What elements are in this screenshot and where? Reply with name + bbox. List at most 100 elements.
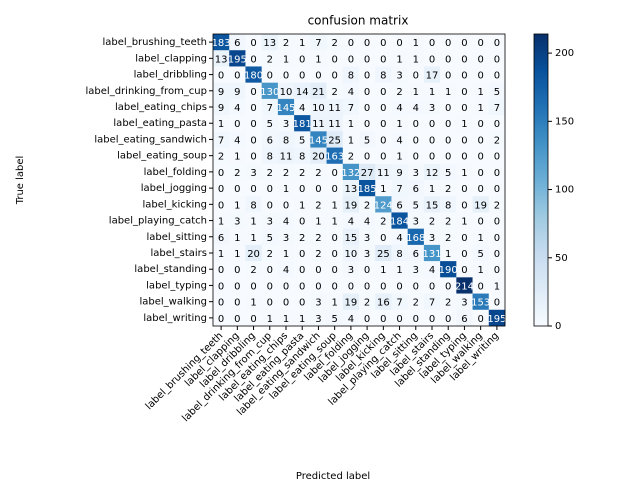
cell-value: 0 bbox=[396, 281, 402, 292]
cell-value: 0 bbox=[380, 119, 386, 130]
cell-value: 190 bbox=[439, 265, 458, 276]
heatmap-cell bbox=[440, 212, 457, 229]
cell-value: 0 bbox=[461, 200, 467, 211]
cell-value: 1 bbox=[315, 54, 321, 65]
heatmap-cell bbox=[326, 115, 344, 132]
heatmap-cell bbox=[488, 34, 506, 51]
cell-value: 10 bbox=[312, 103, 325, 114]
heatmap-cell bbox=[472, 115, 490, 132]
cell-value: 0 bbox=[250, 184, 256, 195]
heatmap-cell bbox=[359, 244, 376, 262]
heatmap-cell bbox=[229, 34, 246, 51]
cell-value: 0 bbox=[218, 184, 224, 195]
cell-value: 6 bbox=[413, 184, 419, 195]
heatmap-cell bbox=[423, 212, 441, 229]
cell-value: 4 bbox=[396, 103, 402, 114]
heatmap-cell bbox=[359, 293, 376, 311]
cell-value: 2 bbox=[299, 168, 305, 179]
heatmap-cell bbox=[229, 309, 246, 327]
cell-value: 17 bbox=[426, 71, 439, 82]
heatmap-cell bbox=[261, 163, 279, 181]
cell-value: 19 bbox=[345, 200, 358, 211]
heatmap-cell bbox=[277, 34, 295, 51]
cell-value: 1 bbox=[413, 87, 419, 98]
y-axis-label: True label bbox=[15, 156, 26, 206]
cell-value: 0 bbox=[315, 265, 321, 276]
cell-value: 6 bbox=[413, 249, 419, 260]
cell-value: 0 bbox=[461, 87, 467, 98]
heatmap-cell bbox=[277, 309, 295, 327]
cell-value: 181 bbox=[293, 119, 312, 130]
heatmap-cell bbox=[326, 82, 344, 100]
cell-value: 5 bbox=[445, 168, 451, 179]
y-tick-label: label_walking bbox=[139, 297, 207, 308]
cell-value: 0 bbox=[494, 168, 500, 179]
cell-value: 2 bbox=[331, 87, 337, 98]
cell-value: 0 bbox=[299, 249, 305, 260]
cell-value: 25 bbox=[377, 249, 390, 260]
cell-value: 0 bbox=[413, 119, 419, 130]
cell-value: 0 bbox=[413, 314, 419, 325]
cell-value: 0 bbox=[477, 314, 483, 325]
cell-value: 5 bbox=[477, 249, 483, 260]
heatmap-cell bbox=[423, 50, 441, 67]
cell-value: 0 bbox=[429, 281, 435, 292]
cell-value: 0 bbox=[250, 135, 256, 146]
heatmap-cell bbox=[423, 196, 441, 213]
heatmap-cell bbox=[423, 228, 441, 246]
cell-value: 0 bbox=[494, 265, 500, 276]
cell-value: 1 bbox=[250, 217, 256, 228]
heatmap-cell bbox=[407, 293, 425, 311]
cell-value: 10 bbox=[345, 249, 358, 260]
cell-value: 1 bbox=[413, 38, 419, 49]
heatmap-cell bbox=[245, 244, 262, 262]
heatmap-cell bbox=[277, 180, 295, 197]
heatmap-cell bbox=[472, 131, 490, 148]
heatmap-cell bbox=[261, 98, 279, 116]
cell-value: 0 bbox=[218, 265, 224, 276]
cell-value: 0 bbox=[477, 54, 483, 65]
heatmap-cell bbox=[261, 115, 279, 132]
heatmap-cell bbox=[310, 82, 327, 100]
cell-value: 1 bbox=[283, 184, 289, 195]
heatmap-cell bbox=[456, 261, 473, 278]
heatmap-cell bbox=[440, 131, 457, 148]
cell-value: 5 bbox=[413, 200, 419, 211]
cell-value: 5 bbox=[494, 87, 500, 98]
cell-value: 7 bbox=[348, 103, 354, 114]
heatmap-cell bbox=[472, 244, 490, 262]
colorbar-tick-label: 50 bbox=[555, 253, 568, 264]
heatmap-cell bbox=[294, 82, 311, 100]
cell-value: 2 bbox=[283, 168, 289, 179]
cell-value: 0 bbox=[477, 281, 483, 292]
cell-value: 0 bbox=[494, 54, 500, 65]
cell-value: 2 bbox=[364, 298, 370, 309]
heatmap-cell bbox=[213, 131, 230, 148]
cell-value: 0 bbox=[299, 71, 305, 82]
heatmap-cell bbox=[245, 196, 262, 213]
cell-value: 1 bbox=[413, 54, 419, 65]
heatmap-cell bbox=[375, 309, 392, 327]
cell-value: 1 bbox=[429, 184, 435, 195]
cell-value: 3 bbox=[250, 168, 256, 179]
cell-value: 6 bbox=[218, 233, 224, 244]
heatmap-cell bbox=[245, 115, 262, 132]
cell-value: 7 bbox=[494, 103, 500, 114]
cell-value: 7 bbox=[429, 298, 435, 309]
cell-value: 0 bbox=[461, 184, 467, 195]
cell-value: 1 bbox=[396, 265, 402, 276]
cell-value: 0 bbox=[299, 217, 305, 228]
cell-value: 1 bbox=[477, 103, 483, 114]
cell-value: 0 bbox=[299, 265, 305, 276]
heatmap-cell bbox=[375, 131, 392, 148]
heatmap-cell bbox=[310, 196, 327, 213]
cell-value: 1 bbox=[348, 119, 354, 130]
cell-value: 0 bbox=[234, 71, 240, 82]
cell-value: 145 bbox=[276, 103, 295, 114]
heatmap-cell bbox=[391, 131, 408, 148]
heatmap-cell bbox=[391, 34, 408, 51]
heatmap-cell bbox=[326, 98, 344, 116]
cell-value: 0 bbox=[250, 152, 256, 163]
heatmap-cell bbox=[375, 180, 392, 197]
heatmap-cell bbox=[326, 293, 344, 311]
